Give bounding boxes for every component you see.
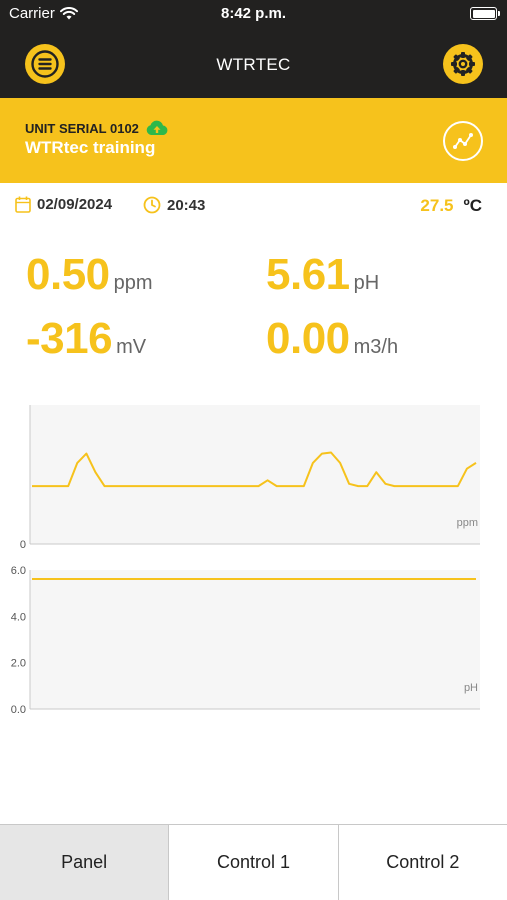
reading-unit: ppm [113,272,153,294]
gear-icon [451,52,475,76]
time-value: 20:43 [167,196,206,214]
settings-button[interactable] [443,44,483,84]
line-chart-icon [453,133,473,149]
status-time: 8:42 p.m. [220,5,287,22]
y-tick-label: 2.0 [11,658,26,670]
temperature-display: 27.5 ºC [420,196,482,216]
reading-value: -316 [26,314,113,363]
y-axis-label: pH [464,682,478,694]
date-display: 02/09/2024 [15,196,112,213]
reading-value: 0.50 [26,250,110,299]
ph-chart-svg: 0.0 2.0 4.0 6.0 pH [11,565,480,715]
temperature-unit: ºC [463,196,483,215]
unit-serial-label: UNIT SERIAL 0102 [25,120,139,136]
carrier-label: Carrier [9,5,55,22]
date-value: 02/09/2024 [37,196,113,213]
y-axis-label: ppm [457,517,478,529]
ppm-chart: 0 ppm [10,400,490,550]
battery-icon [470,7,500,20]
ph-chart: 0.0 2.0 4.0 6.0 pH [5,565,490,715]
cloud-upload-icon [146,120,168,135]
menu-button[interactable] [25,44,65,84]
reading-value: 5.61 [266,250,350,299]
y-tick-label: 6.0 [11,565,26,577]
chart-button[interactable] [443,121,483,161]
time-display: 20:43 [143,196,205,214]
y-tick-label: 0.0 [11,704,26,715]
tab-label: Control 2 [386,852,460,872]
y-tick-label: 4.0 [11,611,26,623]
tab-label: Control 1 [216,852,291,872]
series-line [32,451,477,488]
reading-mv: -316 mV [26,314,146,364]
plot-background [30,405,480,544]
clock-icon [143,196,161,214]
reading-value: 0.00 [266,314,350,363]
info-row: 02/09/2024 20:43 27.5 ºC [0,194,507,220]
app-header: Carrier 8:42 p.m. WTRTEC [0,0,507,98]
reading-ph: 5.61 pH [266,250,379,300]
reading-unit: pH [353,272,380,294]
plot-background [30,570,480,709]
tab-control-1[interactable]: Control 1 [168,825,338,900]
ppm-chart-svg: 0 ppm [20,405,480,550]
wifi-icon [59,7,78,20]
reading-flow: 0.00 m3/h [266,314,398,364]
temperature-value: 27.5 [420,196,454,215]
tab-panel[interactable]: Panel [0,825,169,900]
app-title: WTRTEC [216,55,291,74]
tab-label: Panel [61,852,108,872]
menu-icon [31,50,59,78]
unit-name: WTRtec training [25,138,156,157]
calendar-icon [15,196,31,213]
tab-bar: Panel Control 1 Control 2 [0,824,507,900]
reading-unit: m3/h [353,336,399,358]
reading-unit: mV [116,336,147,358]
y-tick-label: 0 [20,539,26,550]
tab-control-2[interactable]: Control 2 [337,825,507,900]
unit-serial: UNIT SERIAL 0102 [25,120,169,136]
unit-banner: UNIT SERIAL 0102 WTRtec training [0,98,507,183]
status-carrier: Carrier [9,5,78,22]
reading-ppm: 0.50 ppm [26,250,153,300]
